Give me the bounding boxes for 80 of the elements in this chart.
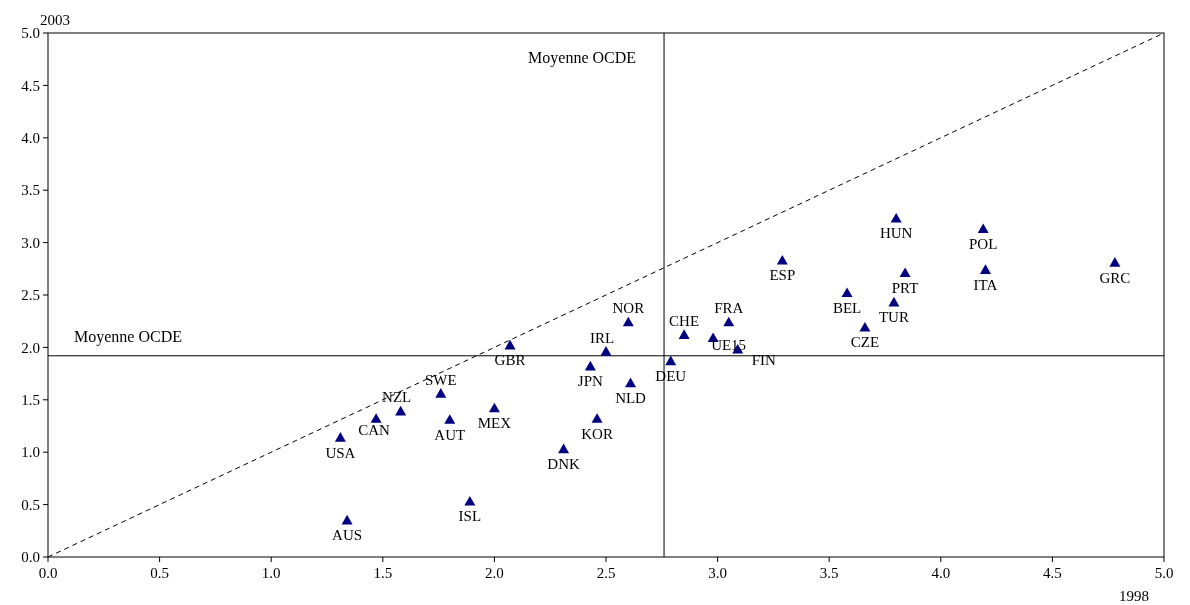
point xyxy=(776,254,788,265)
y-tick-label: 1.0 xyxy=(21,444,40,461)
ref-line-label: Moyenne OCDE xyxy=(74,327,182,346)
point xyxy=(584,360,596,371)
annotation: UE15 xyxy=(711,336,747,353)
y-tick-label: 1.5 xyxy=(21,392,40,409)
annotation: NZL xyxy=(382,389,412,406)
annotation: AUT xyxy=(434,426,466,443)
y-axis-title: 2003 xyxy=(40,12,70,28)
point xyxy=(488,402,500,413)
annotation: AUS xyxy=(332,527,363,544)
y-tick-label: 2.5 xyxy=(21,287,40,304)
point xyxy=(435,388,447,398)
x-tick-label: 2.0 xyxy=(485,565,504,581)
point xyxy=(622,316,634,327)
annotation: SWE xyxy=(425,371,457,388)
x-tick-label: 4.0 xyxy=(931,565,951,581)
x-tick-label: 4.5 xyxy=(1043,565,1062,581)
point xyxy=(859,321,871,332)
y-tick-label: 5.0 xyxy=(21,25,40,42)
point xyxy=(444,414,456,424)
x-tick-label: 0.0 xyxy=(38,565,58,581)
point xyxy=(841,287,853,298)
annotation: NLD xyxy=(615,390,647,407)
point xyxy=(625,377,637,388)
annotation: JPN xyxy=(577,373,604,390)
annotation: CHE xyxy=(669,312,700,329)
annotation: USA xyxy=(325,444,356,461)
point xyxy=(395,405,407,416)
point xyxy=(600,346,612,356)
annotation: KOR xyxy=(581,425,613,442)
point xyxy=(591,413,603,423)
annotation: DEU xyxy=(655,368,687,385)
point xyxy=(723,316,735,327)
point xyxy=(979,264,991,274)
point xyxy=(504,339,516,350)
y-tick-label: 0.0 xyxy=(21,549,40,566)
annotation: GRC xyxy=(1099,269,1131,286)
point xyxy=(334,432,346,442)
point xyxy=(370,413,382,423)
y-tick-label: 4.5 xyxy=(21,77,40,94)
x-tick-label: 3.5 xyxy=(819,565,839,581)
ref-line-label: Moyenne OCDE xyxy=(528,49,637,67)
x-tick-label: 5.0 xyxy=(1154,565,1174,581)
annotation: DNK xyxy=(547,456,581,473)
annotation: IRL xyxy=(589,329,615,346)
annotation: TUR xyxy=(878,309,909,326)
annotation: BEL xyxy=(832,299,862,316)
point xyxy=(977,223,989,234)
annotation: ESP xyxy=(769,267,796,284)
x-tick-label: 1.5 xyxy=(373,565,393,581)
annotation: FRA xyxy=(714,300,744,317)
annotation: CZE xyxy=(850,334,880,351)
annotation: POL xyxy=(969,235,998,252)
annotation: FIN xyxy=(751,352,777,369)
y-tick-label: 3.0 xyxy=(21,234,40,251)
x-tick-label: 1.0 xyxy=(261,565,281,581)
y-tick-label: 4.0 xyxy=(21,130,40,147)
x-tick-label: 0.5 xyxy=(150,565,169,581)
annotation: MEX xyxy=(477,415,512,432)
annotation: NOR xyxy=(612,300,645,317)
annotation: HUN xyxy=(879,225,913,242)
x-axis-title: 1998 xyxy=(1119,588,1149,604)
annotation: PRT xyxy=(891,279,919,296)
x-tick-label: 2.5 xyxy=(596,565,616,581)
point xyxy=(558,443,570,454)
x-tick-label: 3.0 xyxy=(708,565,727,581)
point xyxy=(1109,257,1121,267)
annotation: ITA xyxy=(973,276,998,293)
annotation: CAN xyxy=(358,421,391,438)
y-tick-label: 3.5 xyxy=(21,182,40,199)
point xyxy=(678,329,690,339)
point xyxy=(899,267,911,278)
y-tick-label: 0.5 xyxy=(21,496,40,513)
annotation: GBR xyxy=(494,352,526,369)
y-tick-label: 2.0 xyxy=(21,339,40,356)
point xyxy=(464,495,476,506)
annotation: ISL xyxy=(458,508,482,525)
point xyxy=(665,355,677,366)
point xyxy=(890,213,902,223)
